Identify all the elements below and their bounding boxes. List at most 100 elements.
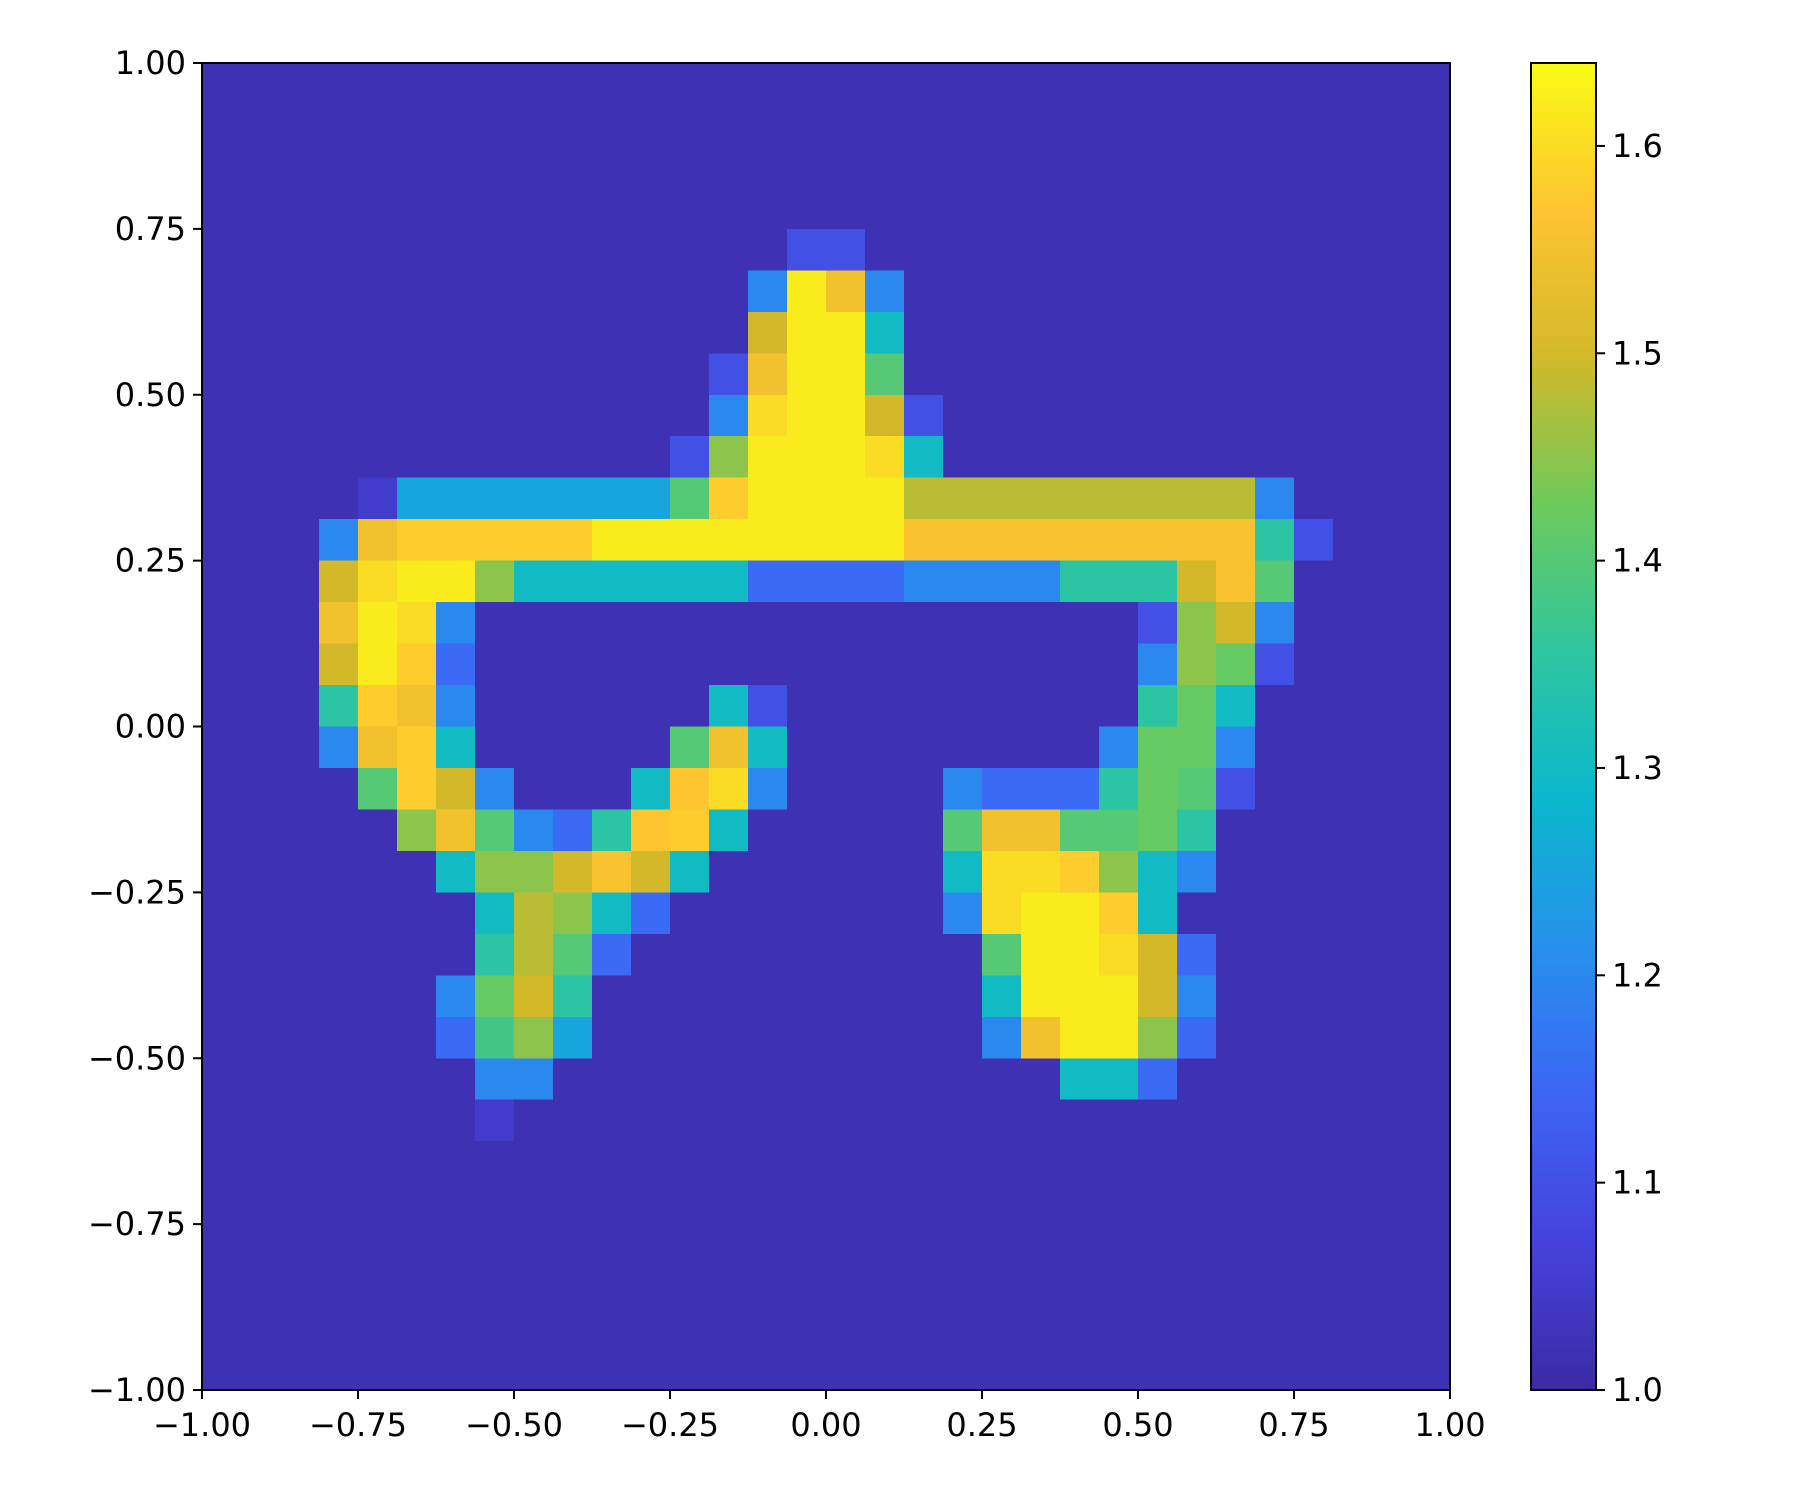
heatmap-cell [475, 892, 515, 935]
heatmap-cell [904, 1348, 944, 1391]
heatmap-cell [904, 270, 944, 313]
heatmap-cell [982, 1348, 1022, 1391]
heatmap-cell [982, 809, 1022, 852]
heatmap-cell [943, 145, 983, 189]
heatmap-cell [1255, 228, 1295, 271]
heatmap-cell [1138, 1016, 1178, 1059]
heatmap-cell [1099, 1099, 1139, 1142]
heatmap-cell [1177, 1141, 1217, 1184]
heatmap-cell [1255, 1307, 1295, 1350]
heatmap-cell [1021, 1099, 1061, 1142]
heatmap-cell [514, 1099, 554, 1142]
heatmap-cell [631, 1348, 671, 1391]
heatmap-cell [475, 1265, 515, 1308]
heatmap-cell [280, 975, 320, 1018]
heatmap-cell [514, 1058, 554, 1101]
heatmap-cell [319, 643, 359, 686]
heatmap-cell [1138, 685, 1178, 728]
heatmap-cell [436, 187, 476, 230]
heatmap-cell [904, 643, 944, 686]
heatmap-cell [631, 1099, 671, 1142]
heatmap-cell [241, 519, 281, 562]
heatmap-cell [1333, 1265, 1373, 1308]
heatmap-cell [514, 1141, 554, 1184]
heatmap-cell [280, 228, 320, 271]
heatmap-cell [826, 519, 866, 562]
heatmap-cell [1099, 560, 1139, 603]
heatmap-cell [592, 145, 632, 189]
heatmap-cell [1372, 1307, 1412, 1350]
heatmap-cell [241, 311, 281, 354]
heatmap-cell [787, 1265, 827, 1308]
heatmap-cell [1294, 270, 1334, 313]
heatmap-cell [1411, 767, 1451, 811]
heatmap-cell [904, 975, 944, 1018]
heatmap-cell [982, 394, 1022, 437]
heatmap-cell [1138, 145, 1178, 189]
heatmap-cell [514, 477, 554, 520]
heatmap-cell [709, 1307, 749, 1350]
heatmap-cell [1216, 726, 1256, 769]
heatmap-cell [865, 187, 905, 230]
heatmap-cell [826, 809, 866, 852]
heatmap-cell [1216, 1182, 1256, 1225]
heatmap-cell [943, 394, 983, 437]
heatmap-cell [748, 270, 788, 313]
heatmap-cell [826, 850, 866, 893]
heatmap-cell [670, 933, 710, 976]
heatmap-cell [982, 477, 1022, 520]
heatmap-cell [865, 560, 905, 603]
heatmap-cell [904, 394, 944, 437]
heatmap-cell [826, 270, 866, 313]
heatmap-cell [241, 1099, 281, 1142]
heatmap-cell [865, 767, 905, 811]
heatmap-cell [982, 228, 1022, 271]
heatmap-cell [397, 1016, 437, 1059]
heatmap-cell [1333, 1182, 1373, 1225]
heatmap-cell [709, 1099, 749, 1142]
heatmap-cell [670, 1307, 710, 1350]
heatmap-cell [1021, 353, 1061, 396]
heatmap-cell [319, 1182, 359, 1225]
heatmap-cell [436, 1058, 476, 1101]
x-tick-label: 1.00 [1414, 1406, 1485, 1444]
heatmap-cell [1216, 1058, 1256, 1101]
heatmap-cell [202, 643, 242, 686]
heatmap-cell [982, 560, 1022, 603]
heatmap-cell [787, 436, 827, 479]
heatmap-cell [592, 1058, 632, 1101]
heatmap-cell [358, 228, 398, 271]
heatmap-cell [319, 809, 359, 852]
heatmap-cell [319, 519, 359, 562]
heatmap-cell [865, 1141, 905, 1184]
heatmap-cell [592, 602, 632, 645]
heatmap-cell [631, 850, 671, 893]
heatmap-cell [553, 892, 593, 935]
heatmap-cell [1294, 1265, 1334, 1308]
heatmap-cell [1333, 892, 1373, 935]
heatmap-cell [241, 726, 281, 769]
heatmap-cell [1333, 809, 1373, 852]
heatmap-cell [319, 270, 359, 313]
heatmap-cell [631, 104, 671, 147]
heatmap-cell [904, 1099, 944, 1142]
heatmap-cell [826, 685, 866, 728]
heatmap-cell [202, 767, 242, 811]
heatmap-cell [202, 1016, 242, 1059]
heatmap-cell [1021, 975, 1061, 1018]
heatmap-cell [826, 1265, 866, 1308]
heatmap-cell [1099, 726, 1139, 769]
heatmap-cell [241, 1058, 281, 1101]
heatmap-cell [1372, 685, 1412, 728]
heatmap-cell [280, 63, 320, 106]
heatmap-cell [1216, 560, 1256, 603]
heatmap-cell [241, 270, 281, 313]
heatmap-cell [280, 477, 320, 520]
heatmap-cell [787, 643, 827, 686]
heatmap-cell [592, 975, 632, 1018]
heatmap-cell [397, 726, 437, 769]
heatmap-cell [1333, 270, 1373, 313]
heatmap-cell [1333, 1307, 1373, 1350]
heatmap-cell [1138, 104, 1178, 147]
heatmap-cell [280, 767, 320, 811]
